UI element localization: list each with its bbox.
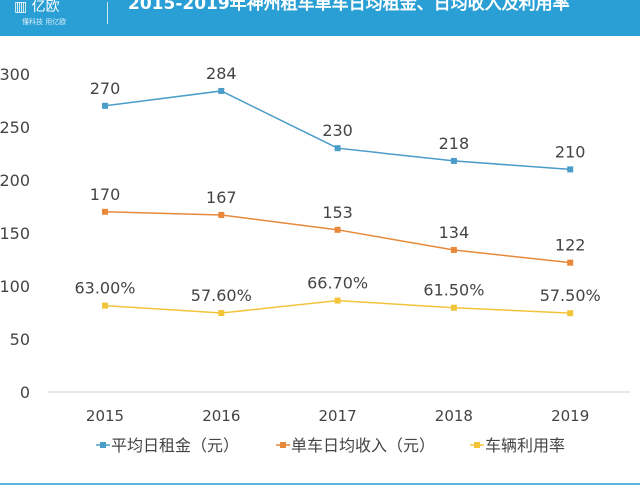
x-tick-label: 2016 [202, 407, 240, 425]
y-tick-label: 250 [0, 118, 30, 137]
data-label: 153 [322, 203, 353, 222]
data-label: 57.50% [540, 286, 601, 305]
y-tick-label: 50 [10, 330, 30, 349]
y-tick-label: 100 [0, 277, 30, 296]
data-point [218, 87, 225, 94]
data-point [567, 310, 574, 317]
data-point [218, 211, 225, 218]
logo-slogan: 懂科技 用亿欧 [22, 18, 67, 26]
data-point [567, 259, 574, 266]
header-divider [107, 2, 108, 24]
logo: ▥ 亿欧 [14, 0, 60, 15]
data-label: 134 [439, 223, 470, 242]
data-label: 122 [555, 236, 586, 255]
data-label: 270 [90, 79, 121, 98]
legend-label: 单车日均收入（元） [291, 436, 435, 455]
data-point [450, 157, 457, 164]
x-tick-label: 2018 [435, 407, 473, 425]
data-point [102, 102, 108, 109]
x-tick-label: 2017 [319, 407, 357, 425]
data-label: 66.70% [307, 274, 368, 293]
data-label: 57.60% [191, 286, 252, 305]
legend-label: 车辆利用率 [485, 436, 565, 455]
data-point [450, 304, 457, 311]
data-point [567, 166, 574, 173]
y-tick-label: 0 [20, 383, 30, 402]
data-label: 63.00% [74, 279, 135, 298]
data-label: 210 [555, 142, 586, 161]
x-tick-label: 2015 [86, 407, 124, 425]
y-tick-label: 300 [0, 65, 30, 84]
data-point [102, 302, 108, 309]
legend-marker [100, 442, 106, 448]
legend-marker [474, 442, 480, 448]
x-tick-label: 2019 [551, 407, 589, 425]
bottom-divider [0, 483, 640, 485]
data-point [218, 310, 225, 317]
legend-marker [280, 442, 286, 448]
data-point [102, 208, 108, 215]
data-point [334, 145, 341, 152]
data-label: 167 [206, 188, 237, 207]
legend-label: 平均日租金（元） [111, 436, 239, 455]
data-label: 218 [439, 134, 470, 153]
data-label: 61.50% [423, 281, 484, 300]
header-banner: ▥ 亿欧 懂科技 用亿欧 2015-2019年神州租车单车日均租金、日均收入及利… [0, 0, 640, 36]
data-label: 284 [206, 64, 237, 83]
y-tick-label: 200 [0, 171, 30, 190]
chart-title: 2015-2019年神州租车单车日均租金、日均收入及利用率 [128, 0, 570, 14]
y-tick-label: 150 [0, 224, 30, 243]
data-label: 230 [322, 121, 353, 140]
data-point [450, 246, 457, 253]
data-point [334, 297, 341, 304]
data-label: 170 [90, 185, 121, 204]
data-point [334, 226, 341, 233]
